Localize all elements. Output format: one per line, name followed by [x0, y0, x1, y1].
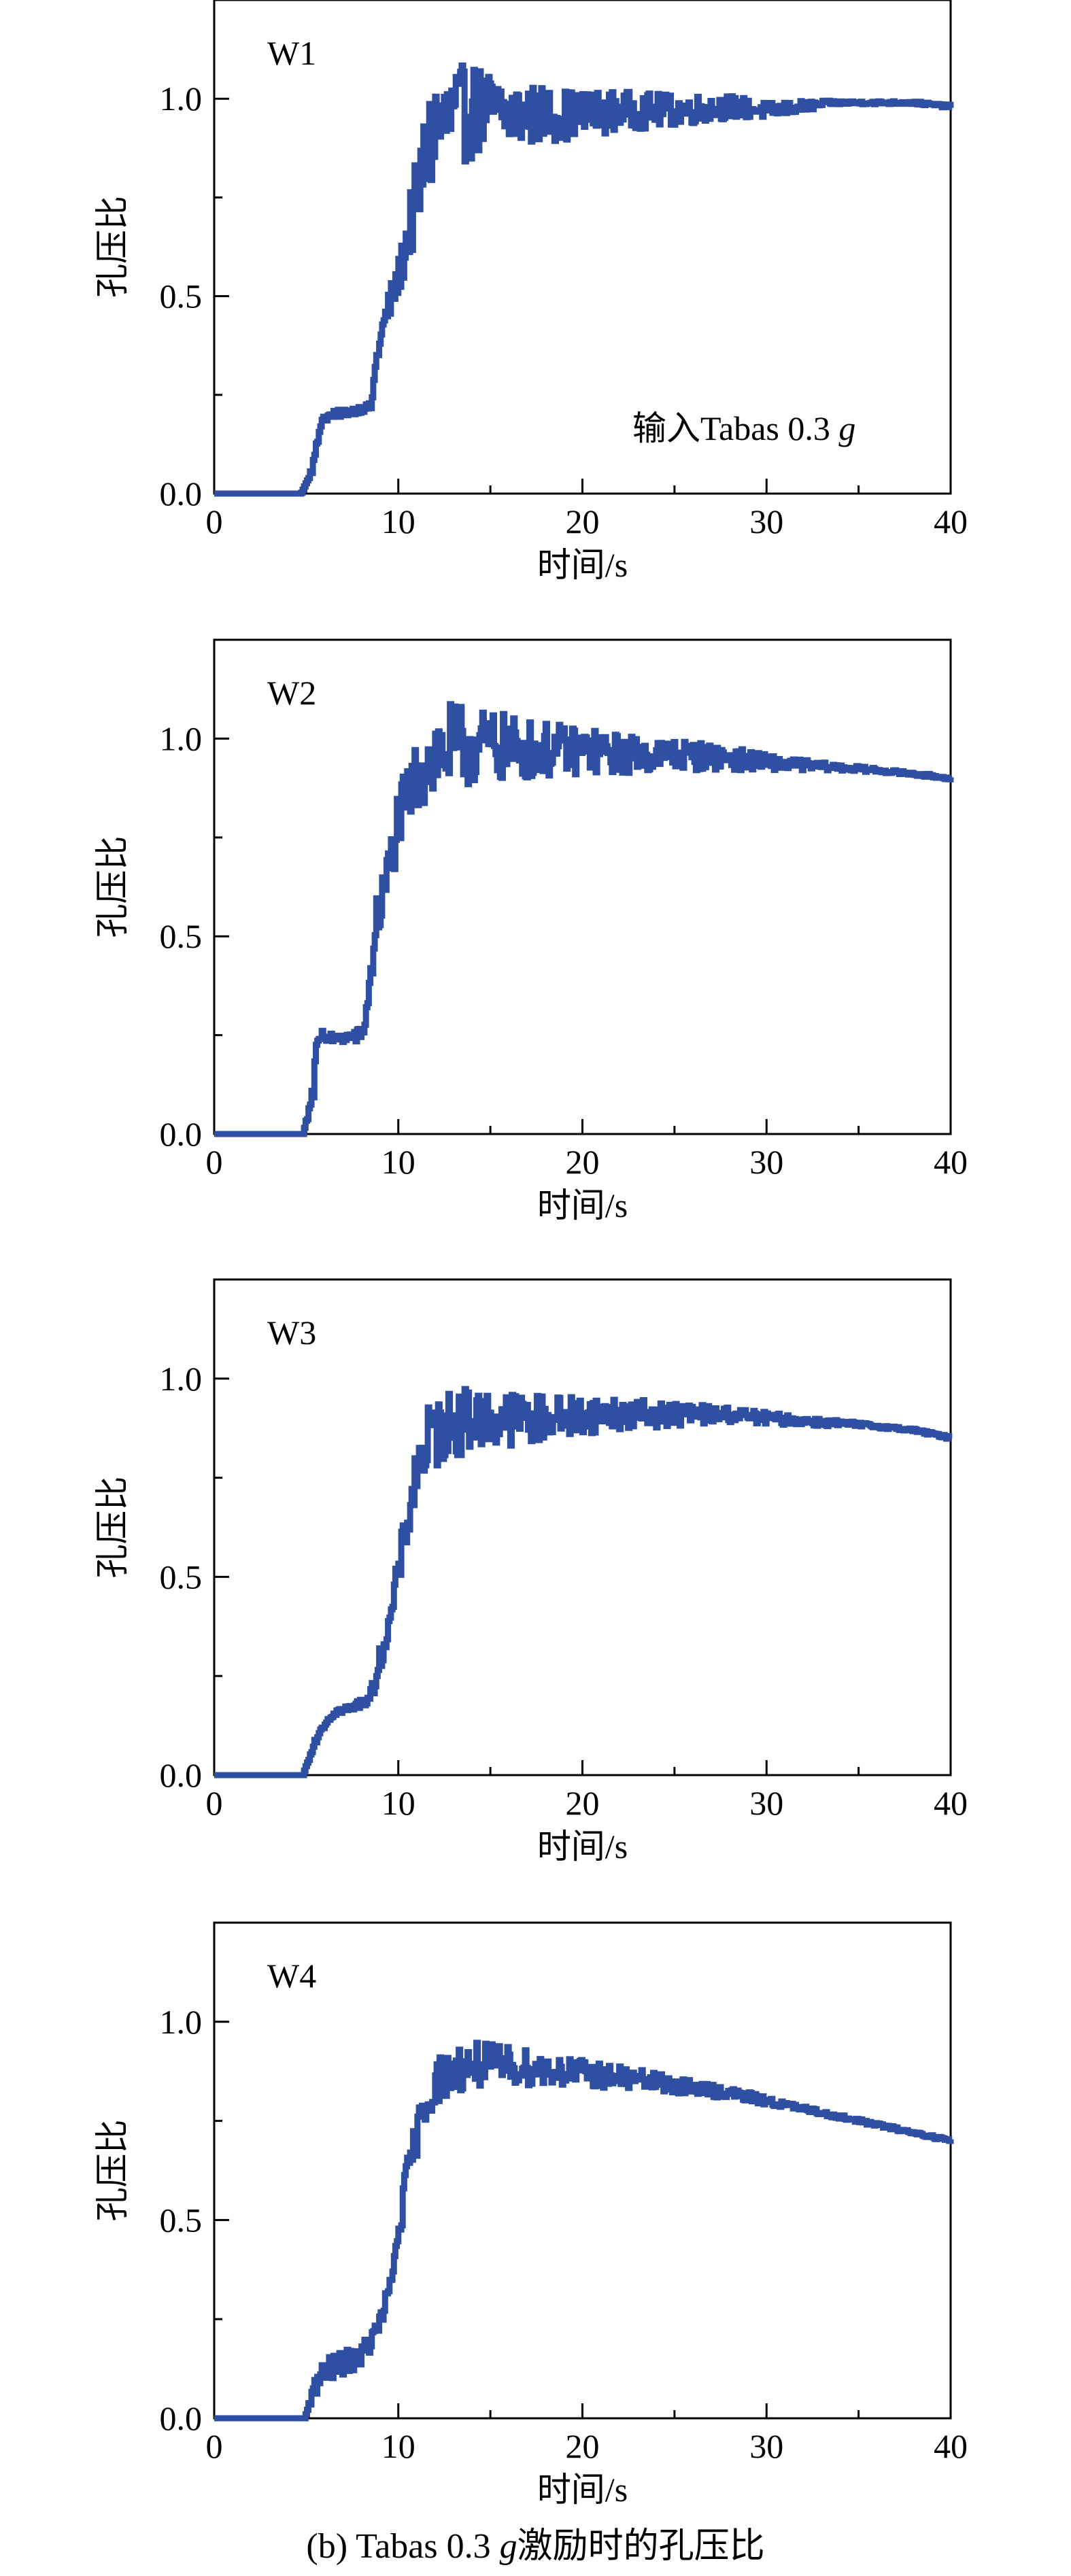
y-axis-title: 孔压比 — [93, 836, 131, 938]
x-tick-label: 40 — [934, 502, 968, 540]
x-tick-label: 40 — [934, 1143, 968, 1181]
panel-label: W1 — [267, 34, 316, 72]
x-tick-label: 0 — [206, 1143, 223, 1181]
x-tick-label: 30 — [749, 1784, 783, 1822]
x-tick-label: 30 — [749, 2427, 783, 2465]
annotation-italic-g: g — [838, 409, 855, 447]
y-tick-label: 1.0 — [160, 80, 203, 118]
chart-panel-w2: 0 10 20 30 40 0.0 0.5 1.0 时间/s 孔压比 W2 — [93, 638, 968, 1224]
panel-label: W2 — [267, 674, 316, 712]
caption-suffix: 激励时的孔压比 — [517, 2527, 765, 2566]
pore-pressure-ratio-series — [214, 2040, 954, 2422]
y-axis-title: 孔压比 — [93, 2120, 131, 2222]
chart-panel-w4: 0 10 20 30 40 0.0 0.5 1.0 时间/s 孔压比 W4 — [93, 1921, 968, 2509]
y-tick-label: 1.0 — [160, 1360, 203, 1398]
x-tick-label: 40 — [934, 1784, 968, 1822]
plot-frame — [213, 1921, 952, 2420]
x-tick-label: 10 — [381, 1784, 415, 1822]
x-axis-title: 时间/s — [537, 1186, 628, 1224]
x-tick-label: 30 — [749, 502, 783, 540]
y-tick-label: 0.0 — [160, 1115, 203, 1153]
y-tick-label: 0.5 — [160, 1558, 203, 1596]
y-tick-label: 0.0 — [160, 1756, 203, 1794]
x-tick-label: 20 — [566, 1784, 600, 1822]
y-tick-label: 1.0 — [160, 719, 203, 757]
chart-panel-w1: 0 10 20 30 40 0.0 0.5 1.0 时间/s 孔压比 W1 输入Tabas 0.3 g — [93, 0, 968, 584]
x-tick-label: 10 — [381, 2427, 415, 2465]
x-axis-title: 时间/s — [537, 1827, 628, 1866]
x-tick-label: 0 — [206, 502, 223, 540]
plot-frame — [213, 638, 952, 1135]
y-tick-label: 1.0 — [160, 2003, 203, 2041]
x-tick-label: 40 — [934, 2427, 968, 2465]
x-axis-title: 时间/s — [537, 546, 628, 584]
chart-panel-w3: 0 10 20 30 40 0.0 0.5 1.0 时间/s 孔压比 W3 — [93, 1278, 968, 1866]
y-tick-label: 0.5 — [160, 277, 203, 315]
x-tick-label: 20 — [566, 1143, 600, 1181]
x-tick-label: 10 — [381, 1143, 415, 1181]
caption-prefix: (b) Tabas 0.3 — [306, 2527, 500, 2566]
x-tick-label: 20 — [566, 502, 600, 540]
y-tick-label: 0.5 — [160, 2201, 203, 2239]
pore-pressure-ratio-series — [214, 701, 954, 1137]
x-tick-label: 30 — [749, 1143, 783, 1181]
y-tick-label: 0.0 — [160, 475, 203, 513]
input-annotation: 输入Tabas 0.3 g — [632, 409, 855, 447]
y-axis-title: 孔压比 — [93, 196, 131, 298]
x-tick-label: 0 — [206, 2427, 223, 2465]
x-tick-label: 20 — [566, 2427, 600, 2465]
y-axis-title: 孔压比 — [93, 1477, 131, 1579]
pore-pressure-ratio-series — [214, 62, 954, 497]
pore-pressure-ratio-series — [214, 1386, 953, 1779]
plot-frame — [213, 1278, 952, 1776]
x-axis-title: 时间/s — [537, 2471, 628, 2509]
caption-italic-g: g — [499, 2527, 517, 2566]
annotation-prefix: 输入Tabas 0.3 — [632, 409, 838, 447]
panel-label: W4 — [267, 1957, 316, 1995]
y-tick-label: 0.0 — [160, 2399, 203, 2437]
x-tick-label: 10 — [381, 502, 415, 540]
figure-caption: (b) Tabas 0.3 g激励时的孔压比 — [0, 2526, 1071, 2567]
panel-label: W3 — [267, 1313, 316, 1352]
x-tick-label: 0 — [206, 1784, 223, 1822]
y-tick-label: 0.5 — [160, 917, 203, 955]
